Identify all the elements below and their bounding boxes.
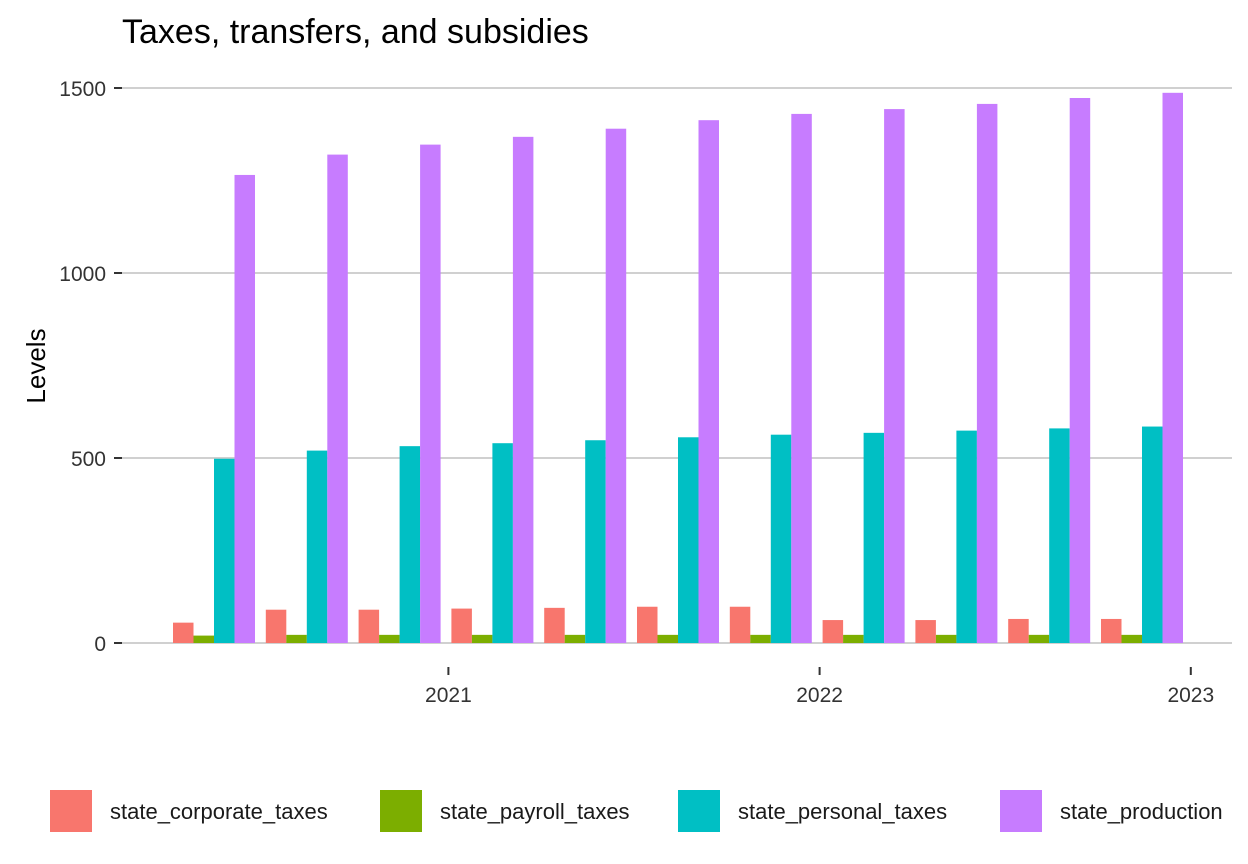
x-axis-ticks: 2021 2022 2023 bbox=[425, 667, 1214, 707]
bar-state_personal_taxes bbox=[678, 437, 699, 643]
legend-label: state_corporate_taxes bbox=[110, 799, 328, 824]
bar-state_personal_taxes bbox=[492, 443, 513, 643]
y-tick-label: 1500 bbox=[59, 78, 106, 101]
x-tick-label: 2022 bbox=[796, 684, 843, 707]
bar-state_corporate_taxes bbox=[1008, 618, 1029, 643]
bar-state_production bbox=[1162, 92, 1183, 643]
bar-state_corporate_taxes bbox=[265, 609, 287, 643]
bar-state_corporate_taxes bbox=[451, 608, 472, 643]
bar-state_payroll_taxes bbox=[379, 634, 400, 643]
y-axis-ticks: 0 500 1000 1500 bbox=[59, 78, 122, 656]
bar-state_corporate_taxes bbox=[1101, 618, 1122, 643]
bar-state_personal_taxes bbox=[214, 458, 235, 643]
bar-state_personal_taxes bbox=[399, 446, 421, 643]
bar-state_payroll_taxes bbox=[471, 634, 493, 643]
bar-state_personal_taxes bbox=[770, 434, 792, 643]
bar-state_production bbox=[605, 128, 627, 643]
x-tick-label: 2021 bbox=[425, 684, 472, 707]
legend-swatch bbox=[50, 790, 92, 832]
legend-swatch bbox=[1000, 790, 1042, 832]
bar-group bbox=[544, 128, 627, 643]
bar-state_production bbox=[976, 103, 998, 643]
bar-state_payroll_taxes bbox=[657, 634, 678, 643]
bar-state_payroll_taxes bbox=[750, 634, 771, 643]
bar-state_corporate_taxes bbox=[822, 620, 844, 643]
bar-state_production bbox=[234, 174, 255, 643]
bar-state_corporate_taxes bbox=[729, 606, 751, 643]
bar-state_corporate_taxes bbox=[637, 606, 658, 643]
bar-state_personal_taxes bbox=[956, 430, 977, 643]
bar-group bbox=[822, 109, 905, 644]
bar-state_production bbox=[791, 113, 812, 643]
y-tick-label: 1000 bbox=[59, 263, 106, 286]
legend-item: state_corporate_taxes bbox=[50, 790, 328, 832]
bar-state_payroll_taxes bbox=[1121, 634, 1142, 643]
bar-state_personal_taxes bbox=[585, 440, 606, 643]
bar-state_corporate_taxes bbox=[915, 620, 936, 643]
bar-state_personal_taxes bbox=[1142, 426, 1163, 643]
bar-group bbox=[1101, 92, 1183, 643]
bar-state_personal_taxes bbox=[1049, 428, 1070, 643]
bar-state_production bbox=[1069, 97, 1091, 644]
bar-state_payroll_taxes bbox=[193, 635, 214, 643]
bar-state_production bbox=[420, 144, 441, 644]
legend: state_corporate_taxes state_payroll_taxes… bbox=[50, 790, 1223, 832]
bar-state_corporate_taxes bbox=[173, 622, 194, 643]
bar-state_personal_taxes bbox=[306, 450, 328, 643]
bar-state_payroll_taxes bbox=[1028, 634, 1050, 643]
bar-state_corporate_taxes bbox=[358, 609, 380, 643]
chart-title: Taxes, transfers, and subsidies bbox=[122, 13, 589, 51]
bar-state_personal_taxes bbox=[863, 432, 885, 643]
legend-item: state_production bbox=[1000, 790, 1223, 832]
legend-item: state_payroll_taxes bbox=[380, 790, 630, 832]
legend-label: state_personal_taxes bbox=[738, 799, 947, 824]
legend-item: state_personal_taxes bbox=[678, 790, 947, 832]
bar-state_corporate_taxes bbox=[544, 607, 565, 643]
legend-swatch bbox=[678, 790, 720, 832]
y-axis-label: Levels bbox=[21, 328, 51, 403]
bars bbox=[173, 92, 1183, 644]
bar-state_production bbox=[512, 136, 534, 643]
y-tick-label: 0 bbox=[94, 633, 106, 656]
bar-group bbox=[915, 103, 998, 643]
legend-label: state_payroll_taxes bbox=[440, 799, 630, 824]
legend-swatch bbox=[380, 790, 422, 832]
bar-state_payroll_taxes bbox=[286, 634, 307, 643]
bar-group bbox=[637, 120, 719, 643]
bar-group bbox=[265, 154, 348, 643]
legend-label: state_production bbox=[1060, 799, 1223, 824]
bar-state_production bbox=[884, 109, 905, 644]
bar-state_production bbox=[698, 120, 719, 643]
bar-state_payroll_taxes bbox=[564, 634, 586, 643]
y-tick-label: 500 bbox=[71, 448, 106, 471]
bar-state_payroll_taxes bbox=[843, 634, 864, 643]
bar-group bbox=[1008, 97, 1091, 644]
bar-group bbox=[173, 174, 255, 643]
bar-state_production bbox=[327, 154, 348, 643]
bar-group bbox=[451, 136, 534, 643]
x-tick-label: 2023 bbox=[1167, 684, 1214, 707]
bar-group bbox=[729, 113, 812, 643]
bar-group bbox=[358, 144, 441, 644]
bar-state_payroll_taxes bbox=[935, 634, 957, 643]
